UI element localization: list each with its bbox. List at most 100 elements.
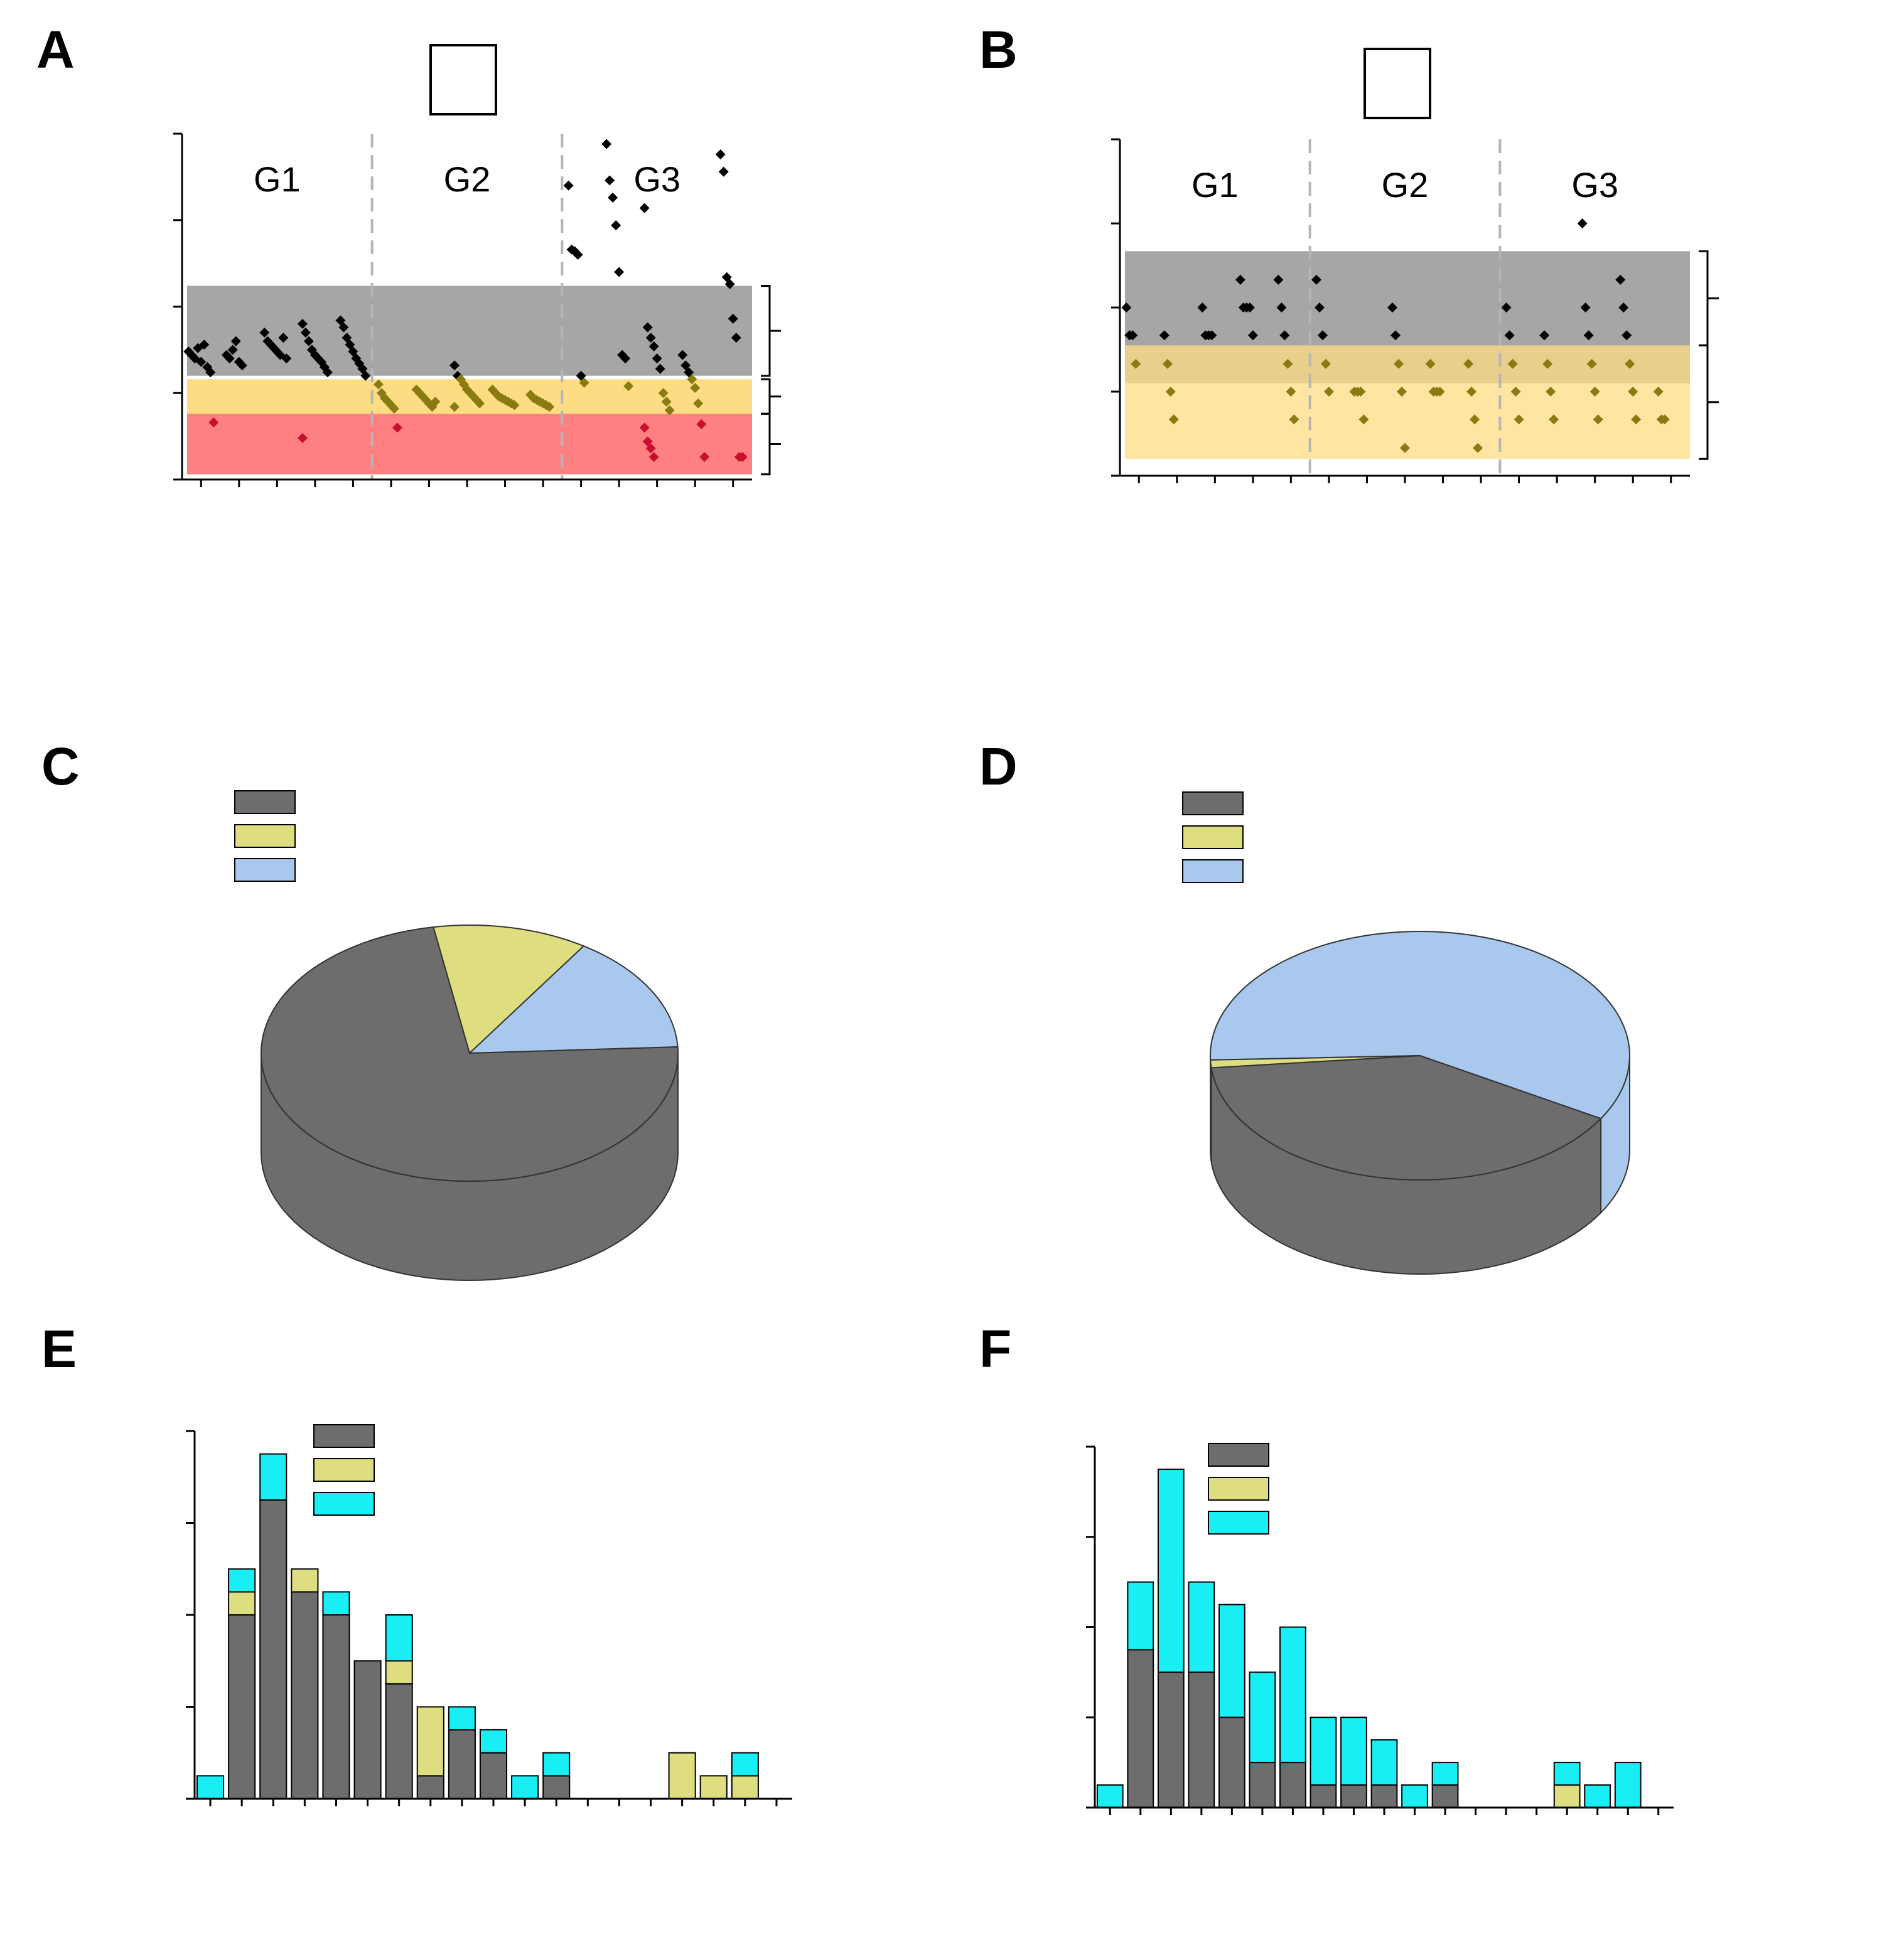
data-point — [1197, 303, 1208, 313]
data-point — [1397, 387, 1407, 397]
data-point — [573, 249, 583, 260]
bar-segment — [228, 1568, 256, 1593]
data-point — [608, 192, 618, 203]
bar-segment — [1340, 1784, 1367, 1808]
panel-label-d: D — [979, 737, 1018, 796]
data-point — [1390, 330, 1401, 341]
species-band — [187, 414, 752, 474]
bar-segment — [322, 1614, 350, 1799]
data-point — [1546, 387, 1556, 397]
data-point — [655, 363, 665, 374]
data-point — [718, 166, 729, 177]
data-point — [724, 279, 735, 289]
data-point — [1311, 274, 1321, 285]
bar-segment — [731, 1752, 759, 1777]
data-point — [449, 360, 460, 371]
data-point — [1121, 303, 1132, 313]
data-point — [1507, 358, 1518, 369]
data-point — [1659, 414, 1670, 425]
bar-segment — [1584, 1784, 1611, 1808]
data-point — [335, 315, 346, 326]
bar-segment — [416, 1775, 444, 1799]
bar-segment — [322, 1591, 350, 1616]
data-point — [259, 327, 270, 338]
data-point — [687, 374, 697, 385]
data-point — [1631, 414, 1642, 425]
data-point — [620, 353, 631, 364]
data-point — [430, 397, 441, 407]
data-point — [345, 340, 355, 350]
data-point — [614, 267, 625, 277]
panel-a-scatter: G1 G2 G3 — [173, 44, 781, 487]
data-point — [237, 360, 247, 371]
species-bracket — [761, 412, 781, 476]
species-band — [1125, 345, 1690, 459]
data-point — [1628, 387, 1638, 397]
data-point — [658, 388, 669, 399]
data-point — [645, 333, 656, 343]
bar-segment — [196, 1775, 225, 1799]
panel-labels: A B C D E F — [36, 20, 1018, 1378]
bar-segment — [1310, 1784, 1337, 1808]
data-point — [721, 272, 732, 282]
pie-slice — [1210, 1055, 1421, 1069]
data-point — [1320, 358, 1331, 369]
panel-label-f: F — [979, 1319, 1011, 1378]
bar-segment — [291, 1568, 319, 1593]
data-point — [297, 432, 308, 443]
data-point — [605, 175, 615, 186]
bar-segment — [1218, 1717, 1245, 1808]
bar-segment — [1279, 1626, 1306, 1764]
data-point — [601, 139, 612, 149]
bar-segment — [448, 1706, 476, 1731]
data-point — [623, 381, 634, 392]
bar-segment — [1310, 1717, 1337, 1786]
data-point — [227, 345, 238, 355]
pie-slice — [1210, 1054, 1602, 1181]
data-point — [1510, 387, 1521, 397]
data-point — [278, 333, 289, 343]
bar-segment — [1431, 1784, 1459, 1808]
data-point — [1577, 218, 1588, 228]
data-point — [1244, 303, 1255, 313]
data-point — [1470, 414, 1480, 425]
data-point — [1235, 274, 1245, 285]
data-point — [230, 336, 241, 346]
legend-swatch — [1182, 791, 1244, 815]
data-point — [1463, 358, 1474, 369]
data-point — [1283, 358, 1293, 369]
data-point — [509, 400, 520, 410]
data-point — [1162, 358, 1173, 369]
data-point — [1583, 330, 1594, 341]
panel-b-scatter: G1 G2 G3 — [1111, 48, 1719, 483]
bar-segment — [1249, 1762, 1276, 1808]
bar-segment — [1370, 1784, 1398, 1808]
bar-segment — [1127, 1649, 1154, 1808]
legend-swatch — [1208, 1477, 1269, 1501]
bar-segment — [1249, 1671, 1276, 1764]
data-point — [576, 370, 586, 381]
bar-segment — [1279, 1762, 1306, 1808]
data-point — [684, 367, 694, 378]
pie-slice — [468, 945, 679, 1054]
bar-segment — [1157, 1468, 1185, 1673]
data-point — [1589, 387, 1600, 397]
bar-segment — [1218, 1604, 1245, 1718]
data-point — [303, 336, 314, 346]
data-point — [1625, 358, 1635, 369]
bar-segment — [291, 1591, 319, 1799]
data-point — [224, 353, 235, 364]
data-point — [199, 340, 210, 350]
data-point — [648, 452, 659, 463]
data-point — [475, 398, 485, 409]
data-point — [1542, 358, 1553, 369]
data-point — [664, 405, 675, 415]
data-point — [661, 397, 672, 407]
group-label: G3 — [633, 159, 680, 199]
data-point — [1586, 358, 1597, 369]
legend-swatch — [313, 1424, 375, 1448]
data-point — [389, 404, 399, 414]
data-point — [1323, 387, 1334, 397]
data-point — [1317, 330, 1328, 341]
